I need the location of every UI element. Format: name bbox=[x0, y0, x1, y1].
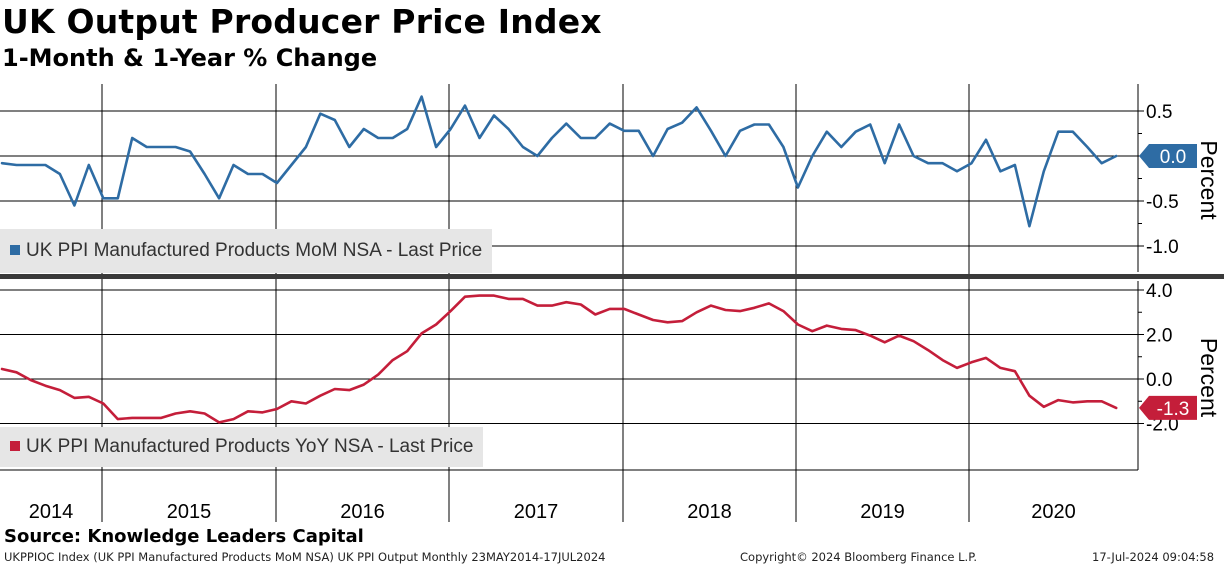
footer-info: UKPPIOC Index (UK PPI Manufactured Produ… bbox=[4, 550, 606, 564]
mom-legend-swatch bbox=[10, 245, 20, 255]
series-line bbox=[0, 294, 1118, 424]
last-value-label: 0.0 bbox=[1160, 147, 1186, 168]
y-tick-label: 4.0 bbox=[1146, 281, 1172, 302]
mom-legend-label: UK PPI Manufactured Products MoM NSA - L… bbox=[26, 240, 483, 261]
x-tick-label: 2020 bbox=[1031, 501, 1076, 523]
chart-title: UK Output Producer Price Index bbox=[2, 2, 602, 41]
y-tick-label: 0.0 bbox=[1146, 370, 1172, 391]
yoy-legend-label: UK PPI Manufactured Products YoY NSA - L… bbox=[26, 436, 474, 457]
yoy-legend-swatch bbox=[10, 441, 20, 451]
panel-separator bbox=[0, 274, 1224, 279]
x-tick-label: 2017 bbox=[514, 501, 559, 523]
x-tick-label: 2018 bbox=[687, 501, 732, 523]
yoy-legend: UK PPI Manufactured Products YoY NSA - L… bbox=[0, 427, 484, 467]
source-note: Source: Knowledge Leaders Capital bbox=[4, 526, 364, 547]
y-tick-label: 0.5 bbox=[1146, 102, 1172, 123]
y-tick-label: -0.5 bbox=[1146, 192, 1179, 213]
footer-copyright: Copyright© 2024 Bloomberg Finance L.P. bbox=[740, 550, 977, 564]
last-value-label: -1.3 bbox=[1157, 399, 1190, 420]
x-tick-label: 2019 bbox=[860, 501, 905, 523]
mom-legend: UK PPI Manufactured Products MoM NSA - L… bbox=[0, 229, 493, 273]
y-tick-label: -1.0 bbox=[1146, 237, 1179, 258]
last-value-tag bbox=[1139, 395, 1197, 420]
y-axis-title: Percent bbox=[1196, 140, 1222, 220]
x-tick-label: 2016 bbox=[340, 501, 385, 523]
y-axis-title: Percent bbox=[1196, 338, 1222, 418]
footer-timestamp: 17-Jul-2024 09:04:58 bbox=[1092, 550, 1215, 564]
series-line bbox=[0, 95, 1118, 228]
y-tick-label: 2.0 bbox=[1146, 326, 1172, 347]
x-tick-label: 2015 bbox=[167, 501, 212, 523]
chart-subtitle: 1-Month & 1-Year % Change bbox=[2, 44, 378, 72]
last-value-tag bbox=[1139, 144, 1197, 168]
x-tick-label: 2014 bbox=[29, 501, 74, 523]
